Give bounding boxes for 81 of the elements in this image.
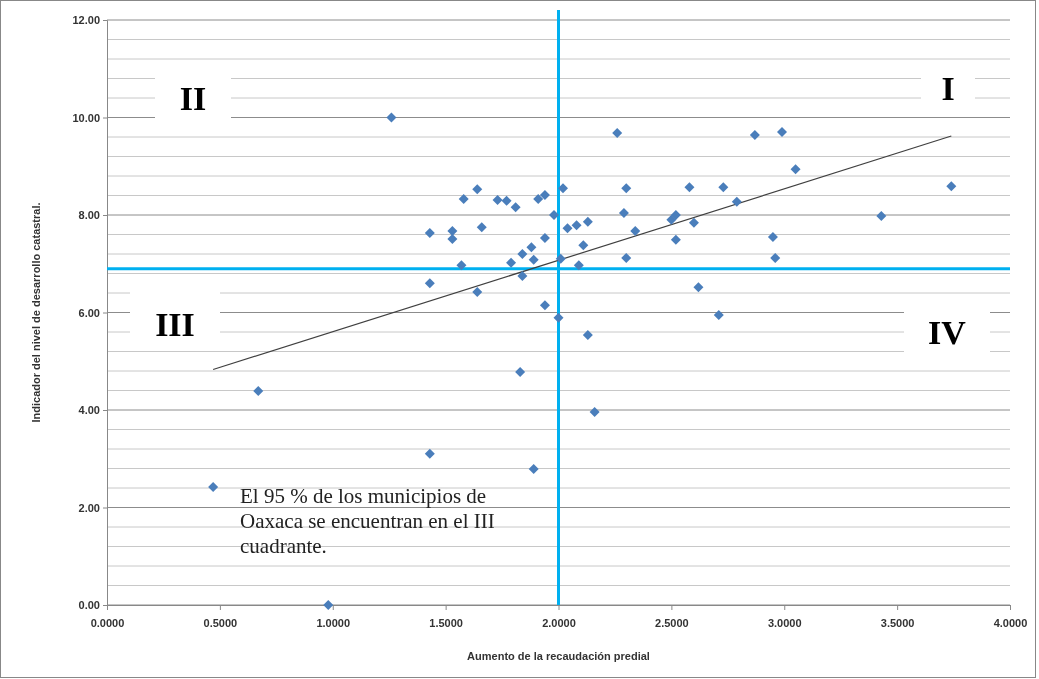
annotation: I	[941, 70, 955, 107]
x-tick-label: 1.0000	[316, 617, 351, 630]
x-tick-label: 3.5000	[880, 617, 915, 630]
point	[510, 202, 521, 213]
point	[472, 184, 483, 195]
point	[946, 181, 957, 192]
point	[562, 223, 573, 234]
y-tick-label: 12.00	[72, 14, 100, 27]
point	[670, 234, 681, 245]
point	[770, 252, 781, 263]
point	[517, 249, 528, 259]
point	[718, 182, 729, 193]
point	[476, 222, 487, 233]
point	[533, 193, 544, 204]
point	[528, 463, 539, 474]
point	[582, 216, 593, 227]
point	[323, 600, 334, 610]
point	[501, 195, 512, 206]
point	[713, 309, 724, 320]
point	[666, 214, 677, 225]
point	[424, 448, 435, 459]
annotation: II	[179, 80, 207, 117]
point	[731, 196, 742, 207]
point	[589, 406, 600, 417]
point	[767, 231, 778, 242]
point	[688, 217, 699, 228]
point	[670, 210, 681, 220]
point	[253, 385, 264, 396]
point	[424, 228, 435, 239]
y-tick-label: 8.00	[78, 209, 100, 222]
point	[208, 482, 219, 493]
x-axis-title: Aumento de la recaudación predial	[467, 650, 650, 662]
point	[693, 282, 704, 293]
x-tick-label: 0.5000	[203, 617, 238, 630]
point	[548, 210, 559, 220]
point	[582, 329, 593, 340]
point	[506, 257, 517, 268]
y-tick-label: 2.00	[78, 501, 100, 514]
point	[553, 312, 564, 323]
point	[456, 260, 467, 271]
x-tick-label: 2.5000	[655, 617, 689, 630]
point	[515, 366, 526, 377]
point	[684, 182, 695, 193]
y-axis-title: Indicador del nivel de desarrollo catastral.	[30, 202, 42, 423]
annotation: IV	[928, 314, 967, 351]
point	[630, 226, 641, 237]
point	[539, 232, 550, 243]
y-tick-label: 6.00	[78, 306, 100, 319]
point	[558, 183, 569, 194]
x-tick-label: 4.0000	[993, 617, 1028, 630]
point	[517, 270, 528, 281]
point	[386, 112, 397, 123]
point	[621, 183, 632, 194]
y-tick-label: 10.00	[72, 111, 100, 124]
annotation: El 95 % de los municipios de Oaxaca se encuentran en el III cuadrante.	[240, 484, 495, 559]
point	[578, 240, 589, 251]
point	[790, 164, 801, 175]
annotation: III	[155, 306, 195, 343]
point	[555, 253, 566, 264]
y-tick-label: 0.00	[78, 599, 100, 612]
point	[571, 220, 582, 231]
point	[539, 190, 550, 201]
point	[528, 254, 539, 265]
point	[424, 278, 435, 289]
point	[776, 127, 787, 138]
x-tick-label: 3.0000	[767, 617, 802, 630]
point	[539, 300, 550, 311]
x-tick-label: 0.0000	[90, 617, 125, 630]
x-tick-label: 2.0000	[542, 617, 576, 630]
point	[573, 260, 584, 271]
point	[618, 208, 629, 219]
point	[458, 193, 469, 204]
point	[621, 252, 632, 263]
point	[472, 287, 483, 298]
point	[612, 128, 623, 139]
x-tick-label: 1.5000	[429, 617, 463, 630]
point	[492, 194, 503, 205]
point	[876, 210, 887, 221]
point	[749, 130, 760, 141]
y-tick-label: 4.00	[78, 404, 100, 417]
point	[526, 242, 537, 253]
